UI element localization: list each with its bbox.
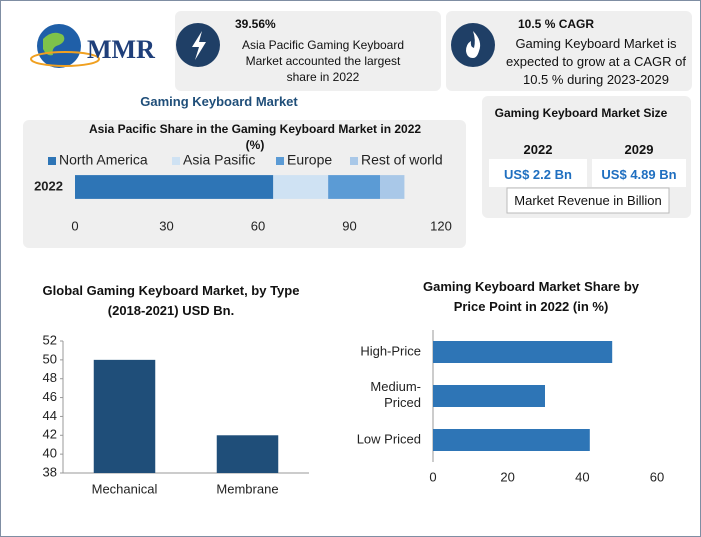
x-tick-label: 60: [650, 469, 664, 484]
bar: [380, 175, 405, 199]
legend-swatch: [276, 157, 284, 165]
x-tick-label: 20: [500, 469, 514, 484]
x-tick-label: 40: [575, 469, 589, 484]
highlight-box: [175, 11, 441, 91]
legend-label: Europe: [287, 152, 332, 168]
bar: [433, 341, 613, 363]
bar: [433, 429, 590, 451]
x-tick-label: 30: [159, 218, 173, 233]
logo-text: MMR: [87, 35, 155, 64]
x-tick-label: 120: [430, 218, 452, 233]
y-tick-label: 50: [43, 351, 57, 366]
bar: [93, 359, 156, 473]
legend-swatch: [350, 157, 358, 165]
chart-title: Global Gaming Keyboard Market, by Type (…: [42, 283, 300, 318]
highlight-headline: 39.56%: [235, 17, 276, 31]
x-tick-label: Membrane: [216, 481, 278, 496]
y-tick-label: 52: [43, 332, 57, 347]
bar: [216, 435, 279, 473]
legend-swatch: [172, 157, 180, 165]
legend-label: North America: [59, 152, 148, 168]
highlight-text: Asia Pacific Gaming Keyboard Market acco…: [241, 38, 405, 84]
page-title: Gaming Keyboard Market: [140, 94, 298, 109]
x-tick-label: 60: [251, 218, 265, 233]
chart-title: Gaming Keyboard Market Share by Price Po…: [422, 279, 639, 314]
y-tick-label: 2022: [34, 178, 63, 193]
x-tick-label: 0: [429, 469, 436, 484]
y-tick-label: 44: [43, 408, 57, 423]
y-tick-label: 40: [43, 446, 57, 461]
y-tick-label: 48: [43, 370, 57, 385]
size-title: Gaming Keyboard Market Size: [494, 106, 668, 120]
size-value: US$ 2.2 Bn: [504, 167, 572, 182]
size-year: 2029: [624, 142, 654, 157]
size-note: Market Revenue in Billion: [514, 193, 662, 208]
size-value: US$ 4.89 Bn: [601, 167, 677, 182]
bar: [273, 175, 329, 199]
legend-swatch: [48, 157, 56, 165]
bolt-icon: [176, 23, 220, 67]
chart-title: Asia Pacific Share in the Gaming Keyboar…: [88, 122, 422, 152]
x-tick-label: Mechanical: [92, 481, 158, 496]
legend-label: Rest of world: [361, 152, 443, 168]
legend-label: Asia Pasific: [183, 152, 255, 168]
bar: [75, 175, 274, 199]
y-tick-label: 42: [43, 427, 57, 442]
y-tick-label: Medium-Priced: [370, 379, 421, 410]
flame-icon: [451, 23, 495, 67]
y-tick-label: High-Price: [360, 343, 421, 358]
highlight-headline: 10.5 % CAGR: [518, 17, 595, 31]
logo-globe: [30, 24, 100, 68]
highlight-text: Gaming Keyboard Market is expected to gr…: [506, 36, 686, 87]
bar: [433, 385, 545, 407]
size-year: 2022: [523, 142, 553, 157]
x-tick-label: 90: [342, 218, 356, 233]
y-tick-label: Low Priced: [357, 431, 421, 446]
y-tick-label: 46: [43, 389, 57, 404]
y-tick-label: 38: [43, 464, 57, 479]
bar: [328, 175, 380, 199]
x-tick-label: 0: [71, 218, 78, 233]
